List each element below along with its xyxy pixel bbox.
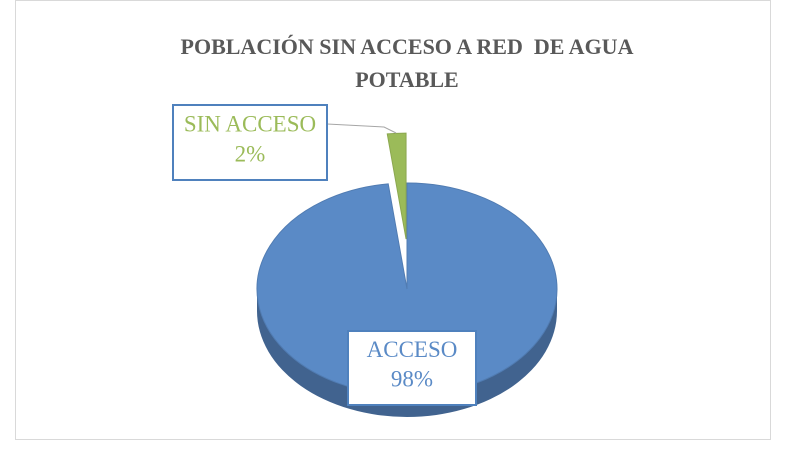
label-box bbox=[347, 330, 477, 406]
label-value: 2% bbox=[235, 141, 266, 166]
label-category: SIN ACCESO bbox=[184, 111, 316, 136]
label-box bbox=[172, 104, 328, 181]
chart-title: POBLACIÓN SIN ACCESO A RED DE AGUA POTAB… bbox=[180, 34, 639, 92]
label-category: ACCESO bbox=[367, 337, 458, 362]
label-value: 98% bbox=[391, 367, 433, 392]
slice bbox=[386, 132, 407, 240]
chart-frame bbox=[15, 0, 771, 440]
leader-line bbox=[326, 123, 397, 134]
slice-side bbox=[257, 289, 557, 417]
